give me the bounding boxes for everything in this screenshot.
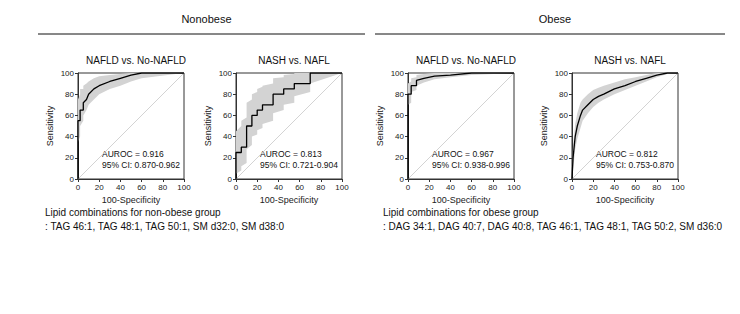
svg-text:20: 20 <box>65 153 74 162</box>
svg-text:Sensitivity: Sensitivity <box>203 105 213 146</box>
svg-text:NAFLD vs. No-NAFLD: NAFLD vs. No-NAFLD <box>86 55 186 66</box>
svg-text:AUROC = 0.813: AUROC = 0.813 <box>260 149 322 159</box>
svg-text:20: 20 <box>425 183 434 192</box>
svg-text:40: 40 <box>274 183 283 192</box>
svg-text:40: 40 <box>559 132 568 141</box>
svg-text:20: 20 <box>589 183 598 192</box>
svg-text:80: 80 <box>65 90 74 99</box>
svg-text:40: 40 <box>223 132 232 141</box>
svg-text:0: 0 <box>570 183 575 192</box>
svg-text:95% CI: 0.721-0.904: 95% CI: 0.721-0.904 <box>260 160 338 170</box>
svg-text:20: 20 <box>559 153 568 162</box>
svg-text:AUROC = 0.967: AUROC = 0.967 <box>432 149 494 159</box>
svg-text:AUROC = 0.916: AUROC = 0.916 <box>102 149 164 159</box>
svg-text:0: 0 <box>406 183 411 192</box>
svg-text:95% CI: 0.753-0.870: 95% CI: 0.753-0.870 <box>596 160 674 170</box>
svg-text:: TAG 46:1, TAG 48:1, TAG 50:1: : TAG 46:1, TAG 48:1, TAG 50:1, SM d32:0… <box>45 221 284 232</box>
svg-text:NASH vs. NAFL: NASH vs. NAFL <box>594 55 666 66</box>
svg-text:60: 60 <box>65 111 74 120</box>
svg-text:60: 60 <box>467 183 476 192</box>
svg-text:95% CI: 0.938-0.996: 95% CI: 0.938-0.996 <box>432 160 510 170</box>
svg-text:100-Specificity: 100-Specificity <box>596 195 655 205</box>
svg-text:0: 0 <box>564 175 569 184</box>
svg-text:0: 0 <box>76 183 81 192</box>
svg-text:60: 60 <box>223 111 232 120</box>
svg-text:20: 20 <box>253 183 262 192</box>
svg-text:AUROC = 0.812: AUROC = 0.812 <box>596 149 658 159</box>
svg-text:80: 80 <box>488 183 497 192</box>
svg-text:40: 40 <box>395 132 404 141</box>
svg-text:20: 20 <box>223 153 232 162</box>
svg-text:Lipid combinations for obese g: Lipid combinations for obese group <box>383 207 539 218</box>
svg-text:0: 0 <box>400 175 405 184</box>
svg-text:80: 80 <box>158 183 167 192</box>
svg-text:Obese: Obese <box>539 13 571 25</box>
svg-text:80: 80 <box>316 183 325 192</box>
svg-text:20: 20 <box>95 183 104 192</box>
svg-text:80: 80 <box>559 90 568 99</box>
svg-text:Lipid combinations for non-obe: Lipid combinations for non-obese group <box>45 207 221 218</box>
svg-text:60: 60 <box>295 183 304 192</box>
svg-text:20: 20 <box>395 153 404 162</box>
svg-text:100: 100 <box>391 69 405 78</box>
svg-text:40: 40 <box>610 183 619 192</box>
svg-text:NAFLD vs. No-NAFLD: NAFLD vs. No-NAFLD <box>416 55 516 66</box>
svg-text:Sensitivity: Sensitivity <box>375 105 385 146</box>
svg-text:Sensitivity: Sensitivity <box>539 105 549 146</box>
svg-text:100: 100 <box>555 69 569 78</box>
svg-text:40: 40 <box>65 132 74 141</box>
svg-text:0: 0 <box>234 183 239 192</box>
svg-text:95% CI: 0.870-0.962: 95% CI: 0.870-0.962 <box>102 160 180 170</box>
svg-text:: DAG 34:1, DAG 40:7, DAG 40:8: : DAG 34:1, DAG 40:7, DAG 40:8, TAG 46:1… <box>383 221 722 232</box>
svg-text:Nonobese: Nonobese <box>181 13 231 25</box>
svg-text:Sensitivity: Sensitivity <box>45 105 55 146</box>
svg-text:0: 0 <box>70 175 75 184</box>
svg-text:80: 80 <box>223 90 232 99</box>
svg-text:NASH vs. NAFL: NASH vs. NAFL <box>258 55 330 66</box>
svg-text:100-Specificity: 100-Specificity <box>102 195 161 205</box>
svg-text:0: 0 <box>228 175 233 184</box>
svg-text:80: 80 <box>652 183 661 192</box>
svg-text:100: 100 <box>507 183 521 192</box>
svg-text:60: 60 <box>631 183 640 192</box>
svg-text:100: 100 <box>219 69 233 78</box>
svg-text:40: 40 <box>446 183 455 192</box>
svg-text:60: 60 <box>559 111 568 120</box>
svg-text:60: 60 <box>137 183 146 192</box>
svg-text:40: 40 <box>116 183 125 192</box>
svg-text:100: 100 <box>61 69 75 78</box>
svg-text:100-Specificity: 100-Specificity <box>432 195 491 205</box>
svg-text:100: 100 <box>335 183 349 192</box>
svg-text:60: 60 <box>395 111 404 120</box>
svg-text:100: 100 <box>177 183 191 192</box>
svg-text:100-Specificity: 100-Specificity <box>260 195 319 205</box>
svg-text:80: 80 <box>395 90 404 99</box>
svg-text:100: 100 <box>671 183 685 192</box>
